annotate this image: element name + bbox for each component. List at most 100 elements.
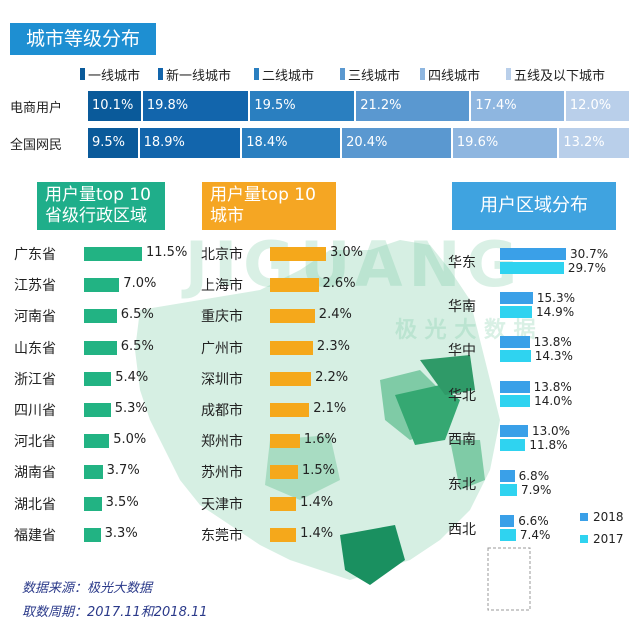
city-section-header: 用户量top 10 城市 [202,182,336,230]
bar-category-label: 四川省 [14,403,56,419]
region-value-label: 15.3% [536,291,576,305]
region-value-label: 11.8% [529,438,568,452]
bar-value-label: 2.3% [316,338,350,354]
bar-value-label: 3.3% [104,525,138,541]
bar-category-label: 河北省 [14,434,56,451]
stacked-segment: 20.4% [342,128,451,158]
region-bar [500,439,526,451]
region-bar [500,350,531,362]
bar-category-label: 江苏省 [14,278,56,295]
bar [84,527,101,542]
region-value-label: 13.0% [531,424,571,438]
stacked-segment: 13.2% [559,128,629,158]
stacked-segment: 19.5% [250,91,355,121]
legend-swatch [254,68,259,80]
bar [270,278,319,293]
region-label: 华北 [448,388,476,404]
bar [270,434,300,449]
bar [270,371,312,386]
bar [84,247,142,261]
legend-label: 四线城市 [428,68,481,84]
region-label: 西南 [448,432,476,448]
bar-value-label: 3.0% [330,245,364,260]
region-bar [500,336,530,348]
bar-category-label: 东莞市 [201,527,243,544]
row-label: 全国网民 [10,138,63,153]
bar-category-label: 河南省 [14,309,56,326]
bar [84,496,102,511]
region-legend-item: 2018 [580,510,624,524]
province-header-line2: 省级行政区域 [45,206,147,226]
bar-value-label: 2.4% [318,307,352,323]
region-value-label: 13.8% [533,335,572,349]
watermark-latin: JIGUANG [185,228,524,301]
legend-label: 三线城市 [348,68,401,84]
stacked-segment: 19.6% [452,128,558,158]
region-label: 华中 [448,343,476,359]
region-value-label: 7.4% [519,528,551,542]
bar-value-label: 2.1% [313,401,347,416]
region-value-label: 6.6% [518,514,549,528]
region-bar [500,292,533,304]
legend-item: 四线城市 [420,64,480,84]
map-region-guangdong [340,525,405,585]
bar [84,434,110,449]
bar-value-label: 2.2% [315,369,349,385]
bar [84,340,117,355]
region-value-label: 14.3% [534,349,573,363]
region-legend-label: 2018 [593,510,624,524]
bar-value-label: 1.5% [302,463,336,479]
region-bar [500,470,515,482]
stacked-segment: 18.4% [242,128,341,158]
bar-category-label: 深圳市 [201,371,243,388]
bar [84,465,103,480]
province-section-header: 用户量top 10 省级行政区域 [37,182,165,230]
bar [84,371,112,386]
region-value-label: 29.7% [567,261,606,275]
region-bar [500,395,531,407]
bar [270,309,315,324]
bar-category-label: 山东省 [14,340,56,357]
legend-item: 新一线城市 [158,64,231,84]
row-label: 电商用户 [10,101,63,116]
map-land [135,240,500,580]
province-header-line1: 用户量top 10 [45,185,151,205]
region-label: 东北 [448,477,476,493]
region-bar [500,262,564,274]
bar-category-label: 浙江省 [14,371,56,388]
map-region-shandong [420,355,475,395]
legend-item: 一线城市 [80,64,140,84]
bar-category-label: 广东省 [14,247,56,263]
region-legend-label: 2017 [593,532,624,546]
bar-category-label: 天津市 [201,496,243,513]
bar-category-label: 成都市 [201,403,243,419]
region-legend-swatch [580,513,588,521]
footer-source: 数据来源：极光大数据 [22,581,153,596]
bar-value-label: 1.6% [303,432,337,448]
map-region-henan [395,385,460,445]
legend-swatch [506,68,511,80]
map-region-sichuan [265,435,340,500]
legend-item: 三线城市 [340,64,400,84]
region-label: 西北 [448,522,476,538]
bar-value-label: 3.7% [106,463,140,479]
bar-value-label: 6.5% [120,338,154,354]
bar-value-label: 5.4% [115,369,149,385]
bar [270,527,297,542]
bar-value-label: 1.4% [300,494,334,510]
region-value-label: 14.9% [536,305,575,319]
bar-value-label: 5.3% [114,401,148,416]
bar-value-label: 1.4% [300,525,334,541]
footer-period: 取数周期：2017.11和2018.11 [22,605,208,620]
region-bar [500,484,517,496]
region-bar [500,306,533,318]
bar-value-label: 7.0% [123,276,157,292]
legend-swatch [420,68,425,80]
region-bar [500,248,566,260]
bar-value-label: 11.5% [146,245,188,260]
bar-category-label: 苏州市 [201,465,243,482]
legend-label: 新一线城市 [166,68,232,84]
bar-category-label: 湖北省 [14,496,56,513]
region-section-header: 用户区域分布 [452,182,616,230]
